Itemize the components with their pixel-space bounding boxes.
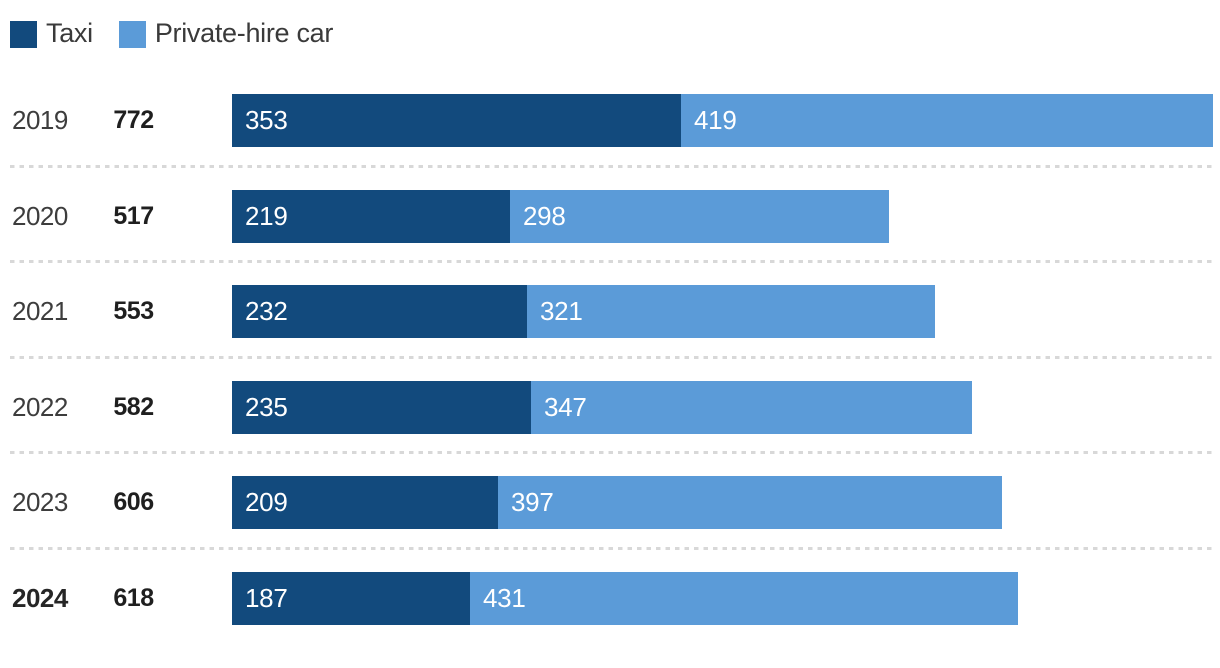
chart-row-2021: 2021 553 232 321 [0, 260, 1220, 339]
year-label: 2021 [12, 296, 68, 327]
chart-row-2020: 2020 517 219 298 [0, 164, 1220, 243]
chart-row-2022: 2022 582 235 347 [0, 355, 1220, 434]
total-value: 772 [113, 106, 154, 134]
bar-segment-private-hire-car: 298 [510, 189, 889, 243]
total-value: 517 [113, 201, 154, 230]
bar-segment-private-hire-car: 419 [681, 94, 1213, 147]
bar-segment-taxi: 219 [232, 189, 510, 243]
segment-value-label: 347 [544, 391, 587, 422]
bar-segment-taxi: 232 [232, 285, 527, 339]
stacked-bar: 232 321 [232, 285, 935, 339]
segment-value-label: 219 [245, 200, 288, 231]
bar-segment-taxi: 187 [232, 571, 470, 625]
total-value: 553 [113, 297, 154, 326]
total-value: 606 [113, 488, 154, 517]
total-value: 582 [113, 392, 154, 421]
stacked-bar: 187 431 [232, 571, 1018, 625]
segment-value-label: 235 [245, 391, 288, 422]
stacked-bar: 219 298 [232, 189, 889, 243]
bar-segment-taxi: 353 [232, 94, 681, 147]
private-hire-car-swatch-icon [118, 21, 146, 48]
segment-value-label: 321 [540, 296, 583, 327]
stacked-bar: 353 419 [232, 94, 1213, 147]
stacked-bar-chart: 2019 772 353 419 2020 517 219 298 2021 553 232 321 2… [0, 94, 1220, 668]
segment-value-label: 298 [523, 200, 566, 231]
legend-item-private-hire-car: Private-hire car [118, 18, 334, 49]
taxi-swatch-icon [10, 21, 37, 48]
bar-segment-taxi: 209 [232, 476, 498, 530]
segment-value-label: 353 [245, 105, 288, 135]
chart-row-2024: 2024 618 187 431 [0, 546, 1220, 625]
bar-segment-private-hire-car: 321 [527, 285, 935, 339]
year-label: 2024 [12, 582, 68, 613]
segment-value-label: 209 [245, 487, 288, 518]
bar-segment-taxi: 235 [232, 380, 531, 434]
segment-value-label: 187 [245, 582, 288, 613]
bar-segment-private-hire-car: 397 [498, 476, 1002, 530]
stacked-bar: 209 397 [232, 476, 1002, 530]
legend-label-private-hire-car: Private-hire car [154, 18, 334, 48]
stacked-bar: 235 347 [232, 380, 972, 434]
segment-value-label: 431 [483, 582, 526, 613]
legend: Taxi Private-hire car [10, 20, 359, 49]
total-value: 618 [113, 583, 154, 612]
bar-segment-private-hire-car: 347 [531, 380, 972, 434]
bar-segment-private-hire-car: 431 [470, 571, 1018, 625]
year-label: 2020 [12, 200, 68, 231]
segment-value-label: 419 [694, 105, 737, 135]
year-label: 2023 [12, 487, 68, 518]
year-label: 2022 [12, 391, 68, 422]
chart-row-2023: 2023 606 209 397 [0, 451, 1220, 530]
chart-row-2019: 2019 772 353 419 [0, 94, 1220, 147]
year-label: 2019 [12, 105, 68, 135]
legend-item-taxi: Taxi [10, 20, 93, 49]
segment-value-label: 397 [511, 487, 554, 518]
legend-label-taxi: Taxi [46, 18, 93, 48]
segment-value-label: 232 [245, 296, 288, 327]
